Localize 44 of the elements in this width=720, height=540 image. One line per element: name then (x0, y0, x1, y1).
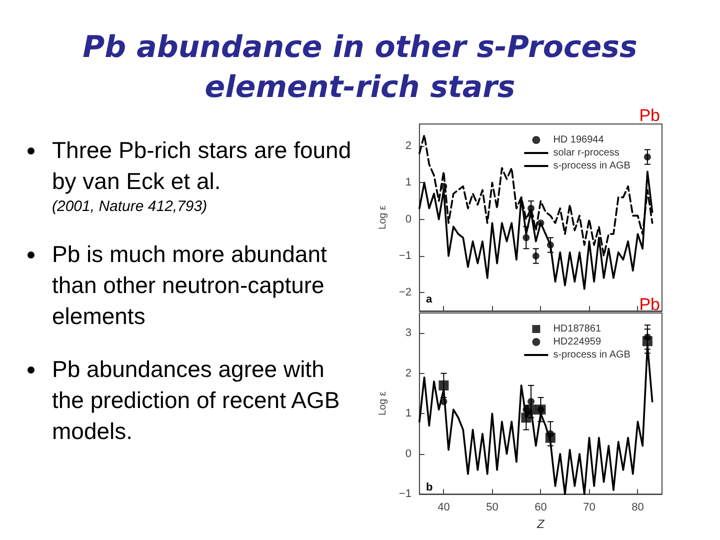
point (528, 398, 535, 406)
point (537, 220, 544, 226)
y-tick-label: −1 (398, 488, 412, 500)
point (532, 252, 540, 260)
y-tick-label: −2 (398, 286, 412, 299)
legend-label: HD187861 (553, 324, 602, 334)
y-tick-label: 1 (405, 408, 412, 420)
y-tick-label: 3 (405, 327, 412, 340)
y-tick-label: −1 (398, 250, 412, 262)
x-tick-label: 70 (583, 502, 596, 514)
y-tick-label: 1 (405, 176, 412, 189)
text: (2001, Nature 412,793) (51, 197, 208, 217)
text: Three Pb-rich stars are found by van Eck et al. (51, 136, 352, 196)
y-tick-label: 0 (405, 448, 412, 460)
legend-label: solar r-process (553, 148, 620, 158)
y-axis-title: Log ε (378, 391, 388, 416)
point (528, 204, 535, 212)
annotation: b (426, 482, 433, 494)
legend-label: HD 196944 (553, 134, 604, 146)
x-axis-title: Z (536, 517, 546, 531)
point (438, 380, 449, 390)
x-tick-label: 60 (534, 502, 547, 514)
annotation: Pb (639, 106, 660, 125)
x-tick-label: 40 (438, 502, 450, 514)
point (546, 430, 554, 438)
legend-label: s-process in AGB (553, 350, 631, 360)
point (546, 242, 554, 248)
x-tick-label: 50 (486, 502, 498, 514)
point (440, 182, 448, 190)
text: Pb is much more abundant than other neutron-capture elements (51, 240, 328, 331)
annotation: a (426, 294, 433, 306)
x-tick-label: 80 (632, 502, 644, 514)
y-axis-title: Log ε (378, 205, 388, 230)
y-tick-label: 2 (405, 140, 412, 152)
legend-label: s-process in AGB (553, 160, 631, 172)
y-tick-label: 0 (405, 213, 412, 226)
legend-label: HD224959 (553, 336, 602, 348)
chart-title: Pb abundance in other s-Process element-rich stars (82, 30, 638, 105)
point (644, 334, 651, 341)
point (522, 234, 530, 242)
annotation: Pb (639, 295, 660, 314)
point (644, 154, 651, 160)
y-tick-label: 2 (405, 367, 412, 380)
text: Pb abundances agree with the prediction of recent AGB models. (51, 355, 341, 446)
